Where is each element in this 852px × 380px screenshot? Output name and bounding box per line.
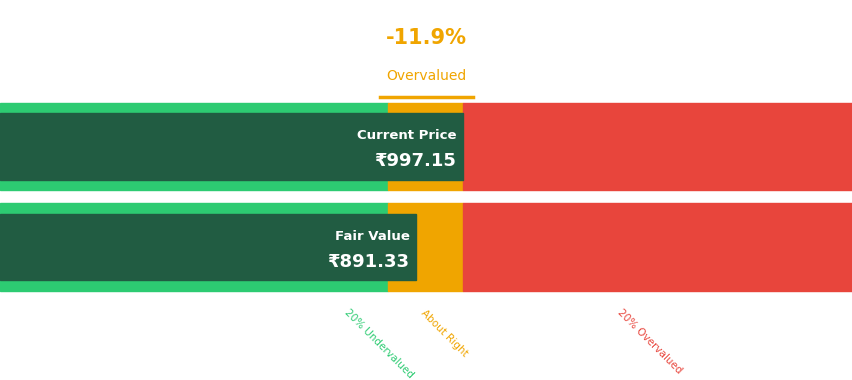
Text: Fair Value: Fair Value — [334, 230, 409, 243]
Text: -11.9%: -11.9% — [386, 28, 466, 48]
Bar — [463, 203, 852, 291]
Text: About Right: About Right — [418, 308, 469, 358]
Text: ₹997.15: ₹997.15 — [374, 152, 456, 170]
Bar — [388, 103, 463, 190]
Bar — [0, 103, 388, 190]
Bar — [0, 113, 463, 179]
Text: 20% Overvalued: 20% Overvalued — [615, 308, 683, 376]
Bar — [463, 103, 852, 190]
Text: Current Price: Current Price — [356, 129, 456, 142]
Bar — [0, 203, 388, 291]
Text: Overvalued: Overvalued — [386, 69, 466, 83]
Text: ₹891.33: ₹891.33 — [327, 253, 409, 271]
Text: 20% Undervalued: 20% Undervalued — [343, 308, 415, 380]
Bar — [388, 203, 463, 291]
Bar — [0, 214, 416, 280]
